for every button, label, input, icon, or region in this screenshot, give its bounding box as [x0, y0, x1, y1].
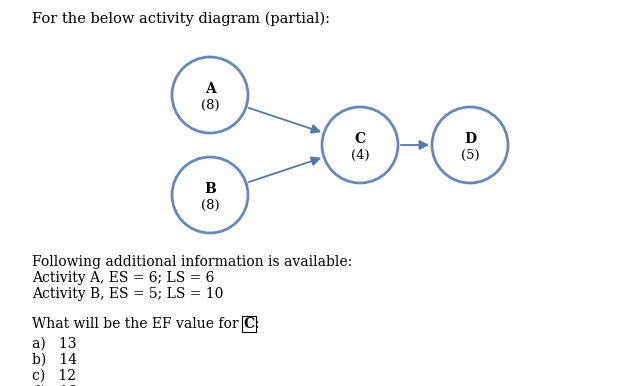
Text: d)   18: d) 18: [32, 385, 77, 386]
Text: (8): (8): [201, 98, 219, 112]
Text: C: C: [243, 317, 254, 331]
Circle shape: [172, 157, 248, 233]
Text: c)   12: c) 12: [32, 369, 76, 383]
Circle shape: [322, 107, 398, 183]
Text: Activity A, ES = 6; LS = 6: Activity A, ES = 6; LS = 6: [32, 271, 214, 285]
Text: :: :: [254, 317, 259, 331]
Text: a)   13: a) 13: [32, 337, 76, 351]
Circle shape: [172, 57, 248, 133]
Circle shape: [432, 107, 508, 183]
Text: B: B: [204, 182, 216, 196]
Text: b)   14: b) 14: [32, 353, 77, 367]
Text: A: A: [205, 82, 216, 96]
Text: (5): (5): [460, 149, 480, 161]
Text: C: C: [354, 132, 366, 146]
Text: For the below activity diagram (partial):: For the below activity diagram (partial)…: [32, 12, 330, 26]
Text: Following additional information is available:: Following additional information is avai…: [32, 255, 352, 269]
Text: D: D: [464, 132, 476, 146]
Text: (4): (4): [350, 149, 370, 161]
Text: Activity B, ES = 5; LS = 10: Activity B, ES = 5; LS = 10: [32, 287, 223, 301]
Text: What will be the EF value for: What will be the EF value for: [32, 317, 243, 331]
Text: (8): (8): [201, 198, 219, 212]
